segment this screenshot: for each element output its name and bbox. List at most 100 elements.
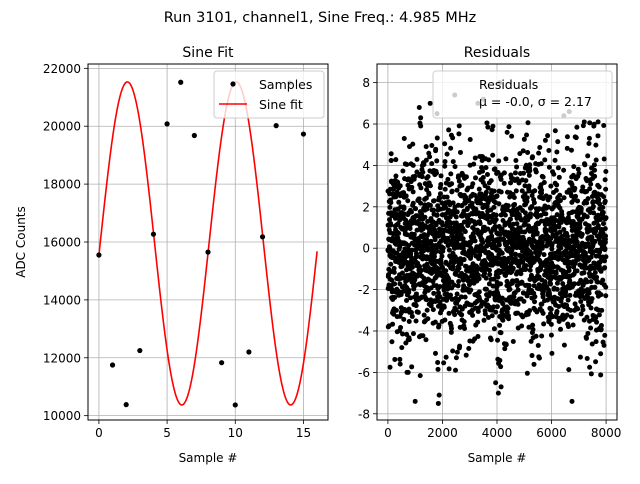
residual-point: [438, 173, 444, 179]
residual-point: [513, 251, 519, 257]
residual-point: [414, 156, 420, 162]
residuals-ytick-label-3: -2: [358, 283, 370, 297]
residual-point: [541, 321, 547, 327]
residual-point: [491, 304, 497, 310]
residual-point: [442, 186, 448, 192]
residual-point: [392, 356, 398, 362]
residual-point: [461, 257, 467, 263]
residual-point: [541, 180, 547, 186]
residual-point: [431, 290, 437, 296]
residual-point: [392, 281, 398, 287]
residual-point: [438, 182, 444, 188]
residual-point: [527, 162, 533, 168]
residual-point: [392, 294, 398, 300]
residual-point: [538, 161, 544, 167]
residual-point: [577, 225, 583, 231]
residual-point: [454, 349, 460, 355]
residual-point: [514, 221, 520, 227]
residual-point: [423, 144, 429, 150]
residual-point: [487, 267, 492, 273]
sample-point-10: [232, 402, 238, 408]
residual-point: [397, 356, 403, 362]
residual-point: [548, 321, 554, 327]
residual-point: [559, 211, 565, 217]
residual-point: [498, 364, 504, 370]
residual-outlier-20: [581, 119, 587, 125]
residual-point: [577, 354, 583, 360]
residuals-xlabel: Sample #: [468, 451, 527, 465]
residual-point: [588, 181, 594, 187]
residual-point: [448, 171, 454, 177]
residual-point: [437, 299, 443, 305]
residual-point: [555, 165, 561, 171]
residual-point: [389, 289, 395, 295]
panel-sine-fit: Sine Fit 0 5 10 15 10000 12000 14000 16000 18000…: [14, 45, 329, 465]
residual-point: [603, 169, 609, 175]
residual-point: [585, 153, 591, 159]
residual-point: [502, 346, 508, 352]
residual-point: [419, 174, 425, 180]
residual-point: [557, 192, 563, 198]
residual-point: [481, 317, 487, 323]
residual-point: [498, 281, 504, 287]
residual-point: [542, 157, 548, 163]
residual-point: [434, 212, 440, 218]
residual-point: [485, 315, 491, 321]
residual-point: [507, 216, 513, 222]
residual-point: [526, 183, 532, 189]
residual-point: [447, 214, 453, 220]
residual-point: [552, 128, 558, 134]
residual-point: [451, 260, 457, 266]
residual-point: [480, 239, 486, 245]
sine-fit-ytick-label-6: 22000: [43, 62, 81, 76]
residual-point: [401, 316, 407, 322]
sine-fit-xtick-label-3: 15: [296, 426, 311, 440]
residual-point: [395, 221, 401, 227]
residual-point: [521, 170, 527, 176]
residual-point: [413, 303, 419, 309]
residual-point: [449, 181, 455, 187]
residual-point: [548, 332, 554, 338]
residual-outlier-4: [416, 104, 422, 110]
residual-point: [535, 342, 541, 348]
residual-point: [485, 226, 491, 232]
residual-point: [549, 241, 555, 247]
residual-point: [528, 211, 534, 217]
sample-point-7: [191, 132, 197, 139]
residual-point: [453, 307, 459, 313]
residual-outlier-1: [401, 136, 407, 142]
legend-samples-marker: [230, 81, 236, 87]
residual-point: [527, 267, 533, 273]
residual-point: [484, 297, 490, 303]
residual-point: [549, 246, 555, 252]
residual-outlier-19: [569, 398, 575, 404]
residual-point: [563, 293, 569, 299]
residual-point: [530, 322, 536, 328]
residual-point: [424, 307, 430, 313]
residual-point: [403, 219, 409, 225]
residuals-ytick-label-7: 6: [362, 118, 370, 132]
residual-point: [419, 211, 425, 217]
residual-point: [584, 200, 590, 206]
residual-point: [546, 317, 552, 323]
residual-point: [457, 343, 463, 349]
residual-point: [595, 133, 601, 139]
residual-point: [531, 361, 537, 367]
residual-point: [448, 145, 454, 151]
residual-point: [476, 276, 482, 282]
residual-point: [522, 183, 528, 189]
residual-point: [560, 281, 566, 287]
residual-point: [393, 173, 399, 179]
residual-point: [515, 310, 521, 316]
residual-point: [404, 232, 410, 238]
residual-point: [512, 255, 518, 261]
residual-point: [413, 318, 419, 324]
residual-point: [409, 209, 414, 215]
residual-point: [454, 187, 460, 193]
residual-point: [588, 371, 594, 377]
residual-point: [545, 133, 551, 139]
residual-point: [564, 134, 570, 140]
residual-point: [448, 326, 454, 332]
residual-point: [442, 141, 448, 147]
residual-point: [509, 133, 515, 139]
